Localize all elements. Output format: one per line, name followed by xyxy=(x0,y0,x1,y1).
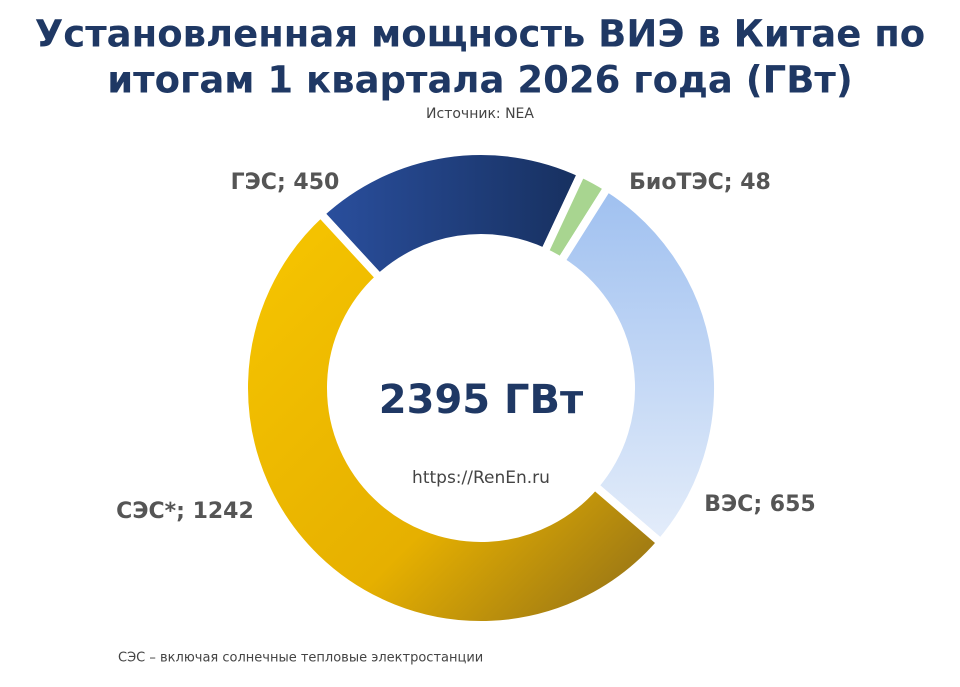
chart-title: итогам 1 квартала 2026 года (ГВт) xyxy=(107,59,853,102)
footnote: СЭС – включая солнечные тепловые электро… xyxy=(118,651,483,666)
data-label: СЭС*; 1242 xyxy=(116,499,254,524)
data-label: БиоТЭС; 48 xyxy=(629,170,771,195)
watermark: https://RenEn.ru xyxy=(412,468,550,488)
donut-slice xyxy=(555,182,722,549)
donut-slice xyxy=(240,207,667,629)
data-label: ГЭС; 450 xyxy=(231,170,340,195)
data-label: ВЭС; 655 xyxy=(704,492,815,517)
center-label: 2395 ГВт xyxy=(379,377,584,423)
chart-title: Установленная мощность ВИЭ в Китае по xyxy=(35,13,925,56)
chart-subtitle: Источник: NEA xyxy=(426,106,534,122)
